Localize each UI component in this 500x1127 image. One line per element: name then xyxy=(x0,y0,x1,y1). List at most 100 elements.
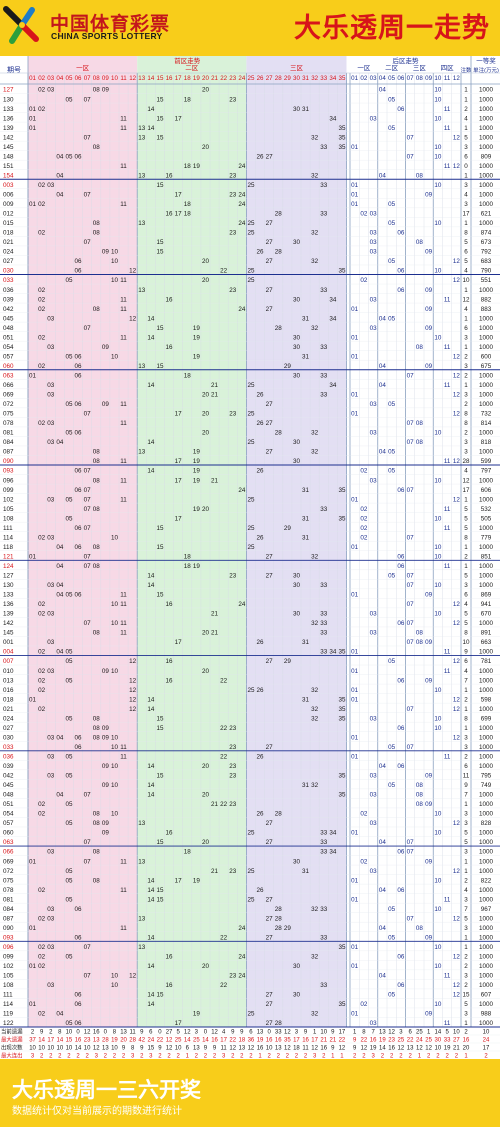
draw-prize: 988 xyxy=(481,1011,492,1018)
front-ball: 01 xyxy=(29,372,37,379)
front-ball: 13 xyxy=(138,172,146,179)
draw-prize: 1000 xyxy=(479,106,494,113)
front-ball: 26 xyxy=(257,153,265,160)
back-ball: 12 xyxy=(453,982,461,989)
draw-prize: 1000 xyxy=(479,182,494,189)
front-ball: 18 xyxy=(184,211,192,218)
front-ball: 25 xyxy=(247,496,255,503)
front-ball: 24 xyxy=(238,487,246,494)
front-ball: 03 xyxy=(47,582,55,589)
front-ball: 02 xyxy=(38,649,46,656)
front-ball: 21 xyxy=(211,868,219,875)
front-ball: 25 xyxy=(247,896,255,903)
front-number-header: 15 xyxy=(157,75,164,82)
back-ball: 10 xyxy=(434,830,442,837)
draw-bets: 5 xyxy=(464,515,468,522)
draw-prize: 1000 xyxy=(479,315,494,322)
front-ball: 19 xyxy=(193,334,201,341)
stats-front-value: 8 xyxy=(58,1030,62,1036)
back-ball: 01 xyxy=(351,649,359,656)
front-ball: 27 xyxy=(266,287,274,294)
front-ball: 14 xyxy=(147,439,155,446)
stats-front-value: 0 xyxy=(104,1030,108,1036)
front-ball: 17 xyxy=(175,477,183,484)
draw-bets: 5 xyxy=(464,239,468,246)
front-ball: 23 xyxy=(229,801,237,808)
front-ball: 06 xyxy=(75,430,83,437)
stats-front-value: 9 xyxy=(231,1030,235,1036)
front-ball: 27 xyxy=(266,915,274,922)
back-ball: 01 xyxy=(351,830,359,837)
stats-front-value: 12 xyxy=(229,1046,236,1052)
stats-back-value: 13 xyxy=(407,1046,414,1052)
draw-prize: 1000 xyxy=(479,687,494,694)
front-ball: 20 xyxy=(202,506,210,513)
front-ball: 30 xyxy=(293,611,301,618)
draw-issue: 072 xyxy=(3,401,14,408)
front-ball: 34 xyxy=(329,382,337,389)
back-ball: 10 xyxy=(434,553,442,560)
back-ball: 10 xyxy=(434,96,442,103)
back-ball: 08 xyxy=(416,439,424,446)
front-ball: 15 xyxy=(156,839,164,846)
front-ball: 02 xyxy=(38,954,46,961)
front-ball: 30 xyxy=(293,458,301,465)
stats-label: 最大连出 xyxy=(1,1052,23,1060)
stats-back-value: 13 xyxy=(379,1030,386,1036)
draw-issue: 030 xyxy=(3,734,14,741)
front-number-header: 06 xyxy=(75,75,82,82)
draw-issue: 096 xyxy=(3,944,14,951)
draw-prize: 1000 xyxy=(479,430,494,437)
back-ball: 01 xyxy=(351,1011,359,1018)
front-ball: 25 xyxy=(247,182,255,189)
front-ball: 06 xyxy=(75,401,83,408)
back-ball: 08 xyxy=(416,801,424,808)
back-ball: 10 xyxy=(434,430,442,437)
front-ball: 02 xyxy=(38,801,46,808)
front-ball: 10 xyxy=(111,982,119,989)
stats-front-value: 11 xyxy=(302,1046,309,1052)
front-ball: 28 xyxy=(275,430,283,437)
brand-name-cn: 中国体育彩票 xyxy=(50,13,171,35)
back-ball: 05 xyxy=(388,468,396,475)
back-ball: 01 xyxy=(351,544,359,551)
draw-bets: 1 xyxy=(464,706,468,713)
front-ball: 31 xyxy=(302,534,310,541)
draw-issue: 012 xyxy=(3,211,14,218)
draw-prize: 869 xyxy=(481,592,492,599)
draw-issue: 030 xyxy=(3,268,14,275)
back-ball: 06 xyxy=(397,887,405,894)
front-ball: 11 xyxy=(120,744,127,751)
front-number-header: 28 xyxy=(275,75,282,82)
draw-issue: 018 xyxy=(3,230,14,237)
back-ball: 02 xyxy=(360,525,368,532)
draw-prize: 1000 xyxy=(479,287,494,294)
front-ball: 20 xyxy=(202,792,210,799)
back-ball: 08 xyxy=(416,344,424,351)
front-ball: 02 xyxy=(38,668,46,675)
stats-back-value: 21 xyxy=(453,1046,460,1052)
draw-bets: 1 xyxy=(464,315,468,322)
front-ball: 10 xyxy=(111,620,119,627)
front-ball: 35 xyxy=(338,515,346,522)
front-ball: 07 xyxy=(84,973,92,980)
front-ball: 17 xyxy=(175,211,183,218)
stats-front-value: 12 xyxy=(84,1030,91,1036)
back-ball: 07 xyxy=(407,487,415,494)
front-ball: 24 xyxy=(238,973,246,980)
back-ball: 01 xyxy=(351,392,359,399)
front-number-header: 01 xyxy=(29,75,36,82)
draw-bets: 3 xyxy=(464,973,468,980)
front-ball: 15 xyxy=(156,363,164,370)
front-ball: 26 xyxy=(257,639,265,646)
front-number-header: 14 xyxy=(147,75,154,82)
front-ball: 34 xyxy=(329,849,337,856)
draw-issue: 145 xyxy=(3,144,14,151)
front-ball: 06 xyxy=(75,353,83,360)
front-ball: 06 xyxy=(75,734,83,741)
front-ball: 35 xyxy=(338,944,346,951)
draw-prize: 505 xyxy=(481,515,492,522)
stats-front-value: 18 xyxy=(239,1038,246,1044)
back-number-header: 07 xyxy=(407,75,414,82)
stats-front-value: 10 xyxy=(111,1046,118,1052)
